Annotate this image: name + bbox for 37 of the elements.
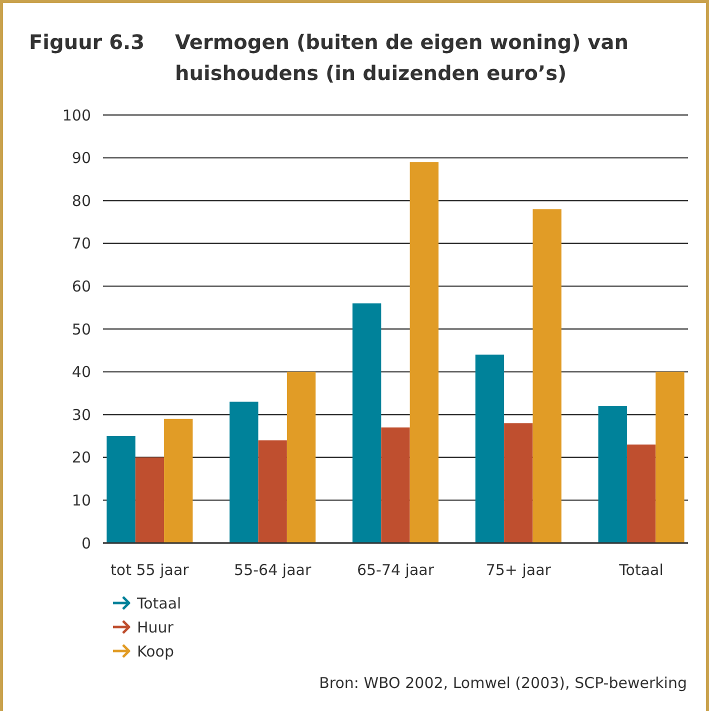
y-tick-label: 60	[72, 277, 91, 296]
x-tick-label: 75+ jaar	[486, 561, 552, 579]
bar	[381, 427, 410, 543]
y-tick-label: 80	[72, 192, 91, 210]
bar	[135, 457, 164, 543]
bar	[532, 209, 562, 543]
text: Figuur 6.3	[29, 30, 145, 54]
bar	[164, 418, 193, 543]
chart-title: Vermogen (buiten de eigen woning) van huishoudens (in duizenden euro’s)	[175, 30, 628, 85]
bar	[258, 440, 287, 543]
bar	[352, 303, 382, 543]
bar	[475, 354, 504, 543]
legend-label: Koop	[137, 642, 174, 660]
bar	[230, 402, 258, 543]
bar	[626, 444, 656, 543]
bar	[656, 372, 684, 543]
x-tick-label: tot 55 jaar	[110, 561, 190, 579]
y-tick-label: 10	[72, 491, 91, 510]
bar	[286, 372, 316, 543]
x-tick-label: Totaal	[618, 561, 664, 579]
bar	[106, 436, 136, 543]
bar	[598, 406, 627, 543]
bar	[504, 423, 533, 543]
y-tick-label: 70	[72, 234, 91, 253]
y-tick-label: 40	[72, 363, 91, 382]
y-tick-label: 100	[62, 106, 91, 124]
x-tick-label: 65-74 jaar	[356, 561, 435, 579]
y-tick-label: 20	[72, 448, 91, 467]
bar	[410, 162, 439, 543]
legend-label: Totaal	[136, 594, 182, 612]
y-tick-label: 50	[72, 320, 91, 338]
y-tick-label: 30	[72, 406, 91, 424]
x-tick-label: 55-64 jaar	[234, 561, 312, 579]
text: Bron: WBO 2002, Lomwel (2003), SCP-bewerking	[319, 674, 687, 692]
y-tick-label: 90	[72, 149, 91, 168]
y-tick-label: 0	[81, 534, 91, 552]
legend-label: Huur	[137, 618, 174, 636]
